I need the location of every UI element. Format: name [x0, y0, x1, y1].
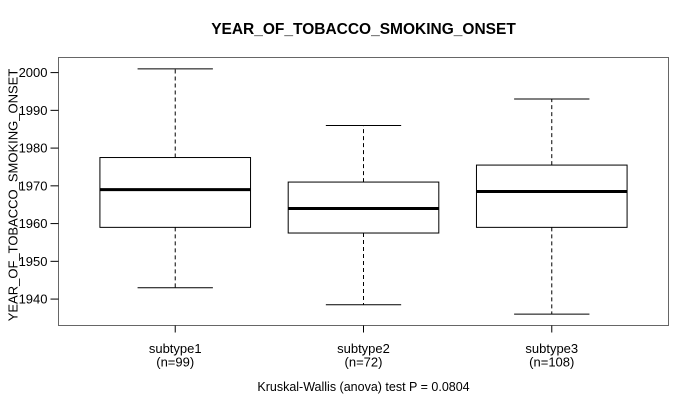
group-label: subtype1: [149, 341, 202, 356]
group-label: subtype3: [525, 341, 578, 356]
y-tick-label: 2000: [19, 65, 48, 80]
iqr-box: [99, 157, 252, 228]
y-tick-label: 1970: [19, 178, 48, 193]
group-n-label: (n=99): [156, 355, 194, 370]
stats-caption: Kruskal-Wallis (anova) test P = 0.0804: [257, 380, 470, 394]
y-tick-label: 1950: [19, 254, 48, 269]
group-n-label: (n=72): [345, 355, 383, 370]
group-label: subtype2: [337, 341, 390, 356]
chart-title: YEAR_OF_TOBACCO_SMOKING_ONSET: [211, 21, 516, 38]
y-tick-label: 1960: [19, 216, 48, 231]
y-tick-label: 1990: [19, 103, 48, 118]
iqr-box: [475, 164, 628, 228]
y-tick-label: 1980: [19, 141, 48, 156]
y-tick-label: 1940: [19, 292, 48, 307]
group-n-label: (n=108): [529, 355, 574, 370]
